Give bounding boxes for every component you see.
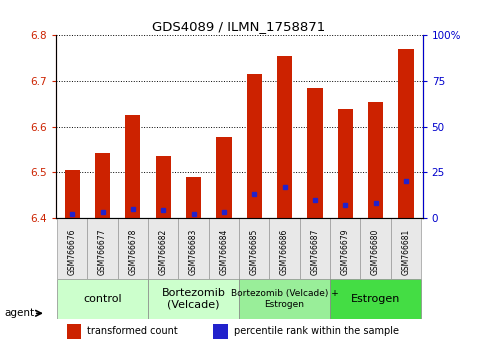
- Text: agent: agent: [5, 308, 35, 318]
- Bar: [156, 156, 171, 218]
- Bar: [398, 49, 413, 218]
- Text: GSM766682: GSM766682: [159, 229, 168, 275]
- Bar: [65, 170, 80, 218]
- Text: GSM766679: GSM766679: [341, 229, 350, 275]
- Text: GSM766678: GSM766678: [128, 229, 137, 275]
- Bar: [330, 218, 360, 279]
- Text: GSM766687: GSM766687: [311, 229, 319, 275]
- Bar: [186, 177, 201, 218]
- Bar: [247, 74, 262, 218]
- Title: GDS4089 / ILMN_1758871: GDS4089 / ILMN_1758871: [153, 20, 326, 33]
- Text: control: control: [83, 294, 122, 304]
- Text: GSM766681: GSM766681: [401, 229, 411, 275]
- Bar: [148, 218, 178, 279]
- Text: percentile rank within the sample: percentile rank within the sample: [234, 326, 398, 336]
- Text: GSM766680: GSM766680: [371, 229, 380, 275]
- Bar: [57, 279, 148, 319]
- Bar: [277, 56, 292, 218]
- Text: GSM766684: GSM766684: [219, 229, 228, 275]
- Bar: [125, 115, 141, 218]
- Bar: [368, 102, 383, 218]
- Bar: [270, 218, 300, 279]
- Bar: [87, 218, 118, 279]
- Text: Estrogen: Estrogen: [351, 294, 400, 304]
- Text: GSM766685: GSM766685: [250, 229, 259, 275]
- Text: GSM766683: GSM766683: [189, 229, 198, 275]
- Bar: [118, 218, 148, 279]
- Bar: [95, 153, 110, 218]
- Bar: [300, 218, 330, 279]
- Bar: [391, 218, 421, 279]
- Text: GSM766676: GSM766676: [68, 229, 77, 275]
- Bar: [360, 218, 391, 279]
- Text: Bortezomib (Velcade) +
Estrogen: Bortezomib (Velcade) + Estrogen: [231, 289, 339, 308]
- Bar: [67, 324, 81, 338]
- Bar: [307, 88, 323, 218]
- Bar: [213, 324, 228, 338]
- Bar: [178, 218, 209, 279]
- Bar: [338, 109, 353, 218]
- Text: Bortezomib
(Velcade): Bortezomib (Velcade): [162, 288, 226, 310]
- Bar: [57, 218, 87, 279]
- Bar: [239, 218, 270, 279]
- Bar: [148, 279, 239, 319]
- Bar: [239, 279, 330, 319]
- Bar: [209, 218, 239, 279]
- Text: transformed count: transformed count: [87, 326, 177, 336]
- Bar: [330, 279, 421, 319]
- Text: GSM766677: GSM766677: [98, 229, 107, 275]
- Bar: [216, 137, 231, 218]
- Text: GSM766686: GSM766686: [280, 229, 289, 275]
